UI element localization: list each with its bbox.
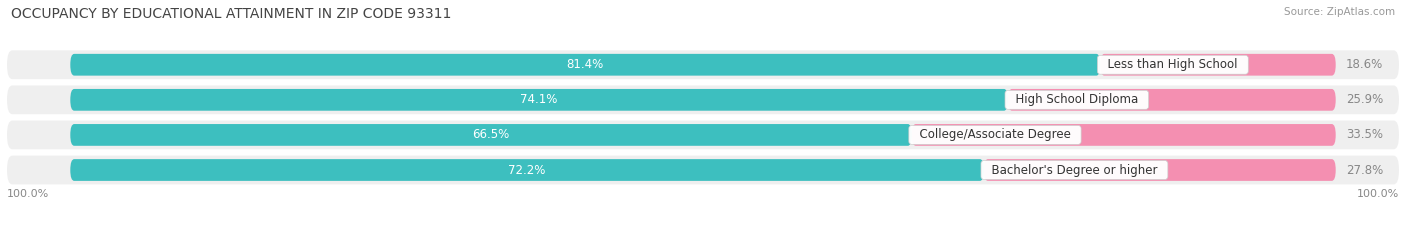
FancyBboxPatch shape: [1101, 54, 1336, 76]
FancyBboxPatch shape: [7, 50, 1399, 79]
Text: 18.6%: 18.6%: [1346, 58, 1384, 71]
FancyBboxPatch shape: [7, 156, 1399, 184]
Text: 66.5%: 66.5%: [472, 128, 509, 141]
Text: Less than High School: Less than High School: [1101, 58, 1246, 71]
Text: 100.0%: 100.0%: [1357, 189, 1399, 199]
FancyBboxPatch shape: [7, 120, 1399, 149]
FancyBboxPatch shape: [70, 159, 984, 181]
FancyBboxPatch shape: [1008, 89, 1336, 111]
FancyBboxPatch shape: [70, 54, 1101, 76]
FancyBboxPatch shape: [70, 124, 911, 146]
FancyBboxPatch shape: [984, 159, 1336, 181]
Text: High School Diploma: High School Diploma: [1008, 93, 1146, 106]
Text: Bachelor's Degree or higher: Bachelor's Degree or higher: [984, 164, 1166, 177]
Text: 33.5%: 33.5%: [1346, 128, 1384, 141]
FancyBboxPatch shape: [911, 124, 1336, 146]
Text: 81.4%: 81.4%: [567, 58, 605, 71]
Text: 25.9%: 25.9%: [1346, 93, 1384, 106]
Text: 27.8%: 27.8%: [1346, 164, 1384, 177]
FancyBboxPatch shape: [7, 86, 1399, 114]
Text: College/Associate Degree: College/Associate Degree: [911, 128, 1078, 141]
Text: 72.2%: 72.2%: [509, 164, 546, 177]
Text: Source: ZipAtlas.com: Source: ZipAtlas.com: [1284, 7, 1395, 17]
Text: 74.1%: 74.1%: [520, 93, 558, 106]
FancyBboxPatch shape: [70, 89, 1008, 111]
Text: OCCUPANCY BY EDUCATIONAL ATTAINMENT IN ZIP CODE 93311: OCCUPANCY BY EDUCATIONAL ATTAINMENT IN Z…: [11, 7, 451, 21]
Text: 100.0%: 100.0%: [7, 189, 49, 199]
